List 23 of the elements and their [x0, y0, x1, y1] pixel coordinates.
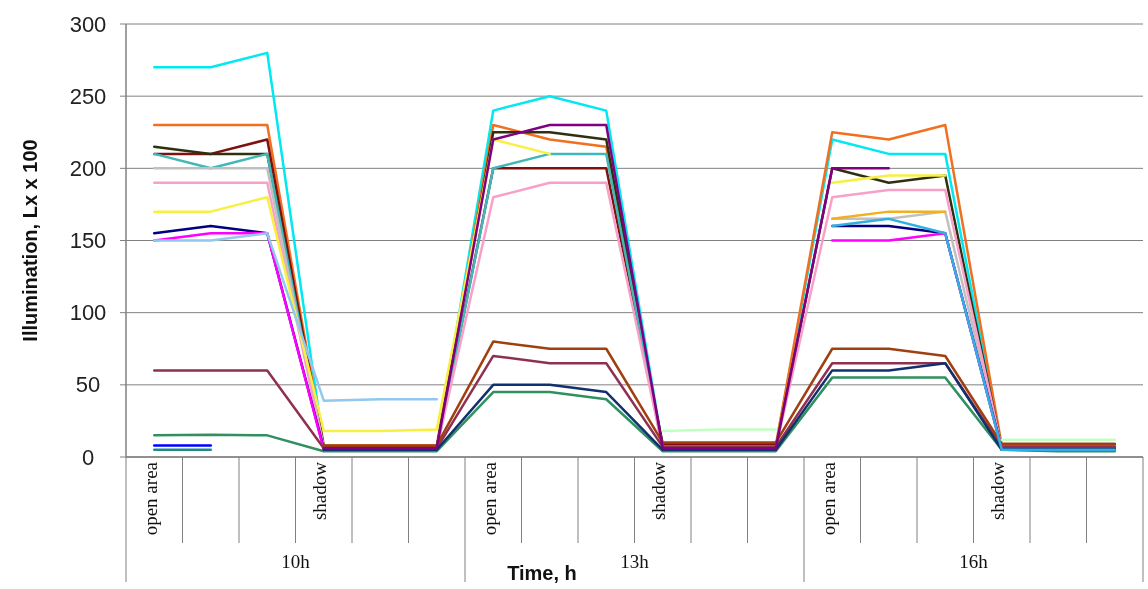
y-tick-label: 200	[69, 155, 107, 181]
x-tick-label: shadow	[987, 461, 1009, 521]
y-tick-label: 100	[69, 300, 107, 326]
y-tick-label: 50	[75, 372, 101, 398]
y-tick-label: 0	[81, 444, 95, 470]
line-series	[831, 217, 1116, 452]
line-series	[322, 340, 1116, 447]
x-tick-label: open area	[478, 461, 500, 536]
line-series	[153, 232, 438, 402]
x-tick-label: shadow	[309, 461, 331, 521]
text: 13h	[620, 551, 650, 572]
text: 10h	[281, 551, 311, 572]
x-tick-label: shadow	[648, 461, 670, 521]
x-axis-title: Time, h	[507, 562, 577, 584]
y-tick-label: 300	[69, 11, 107, 37]
line-series	[322, 123, 890, 450]
x-tick-label: open area	[139, 461, 161, 536]
text: 16h	[959, 551, 989, 572]
y-axis-title: Illumination, Lx x 100	[19, 139, 41, 342]
x-tick-label: open area	[817, 461, 839, 536]
line-series	[153, 376, 1116, 453]
y-tick-label: 150	[69, 228, 107, 253]
y-tick-label: 250	[69, 83, 107, 109]
